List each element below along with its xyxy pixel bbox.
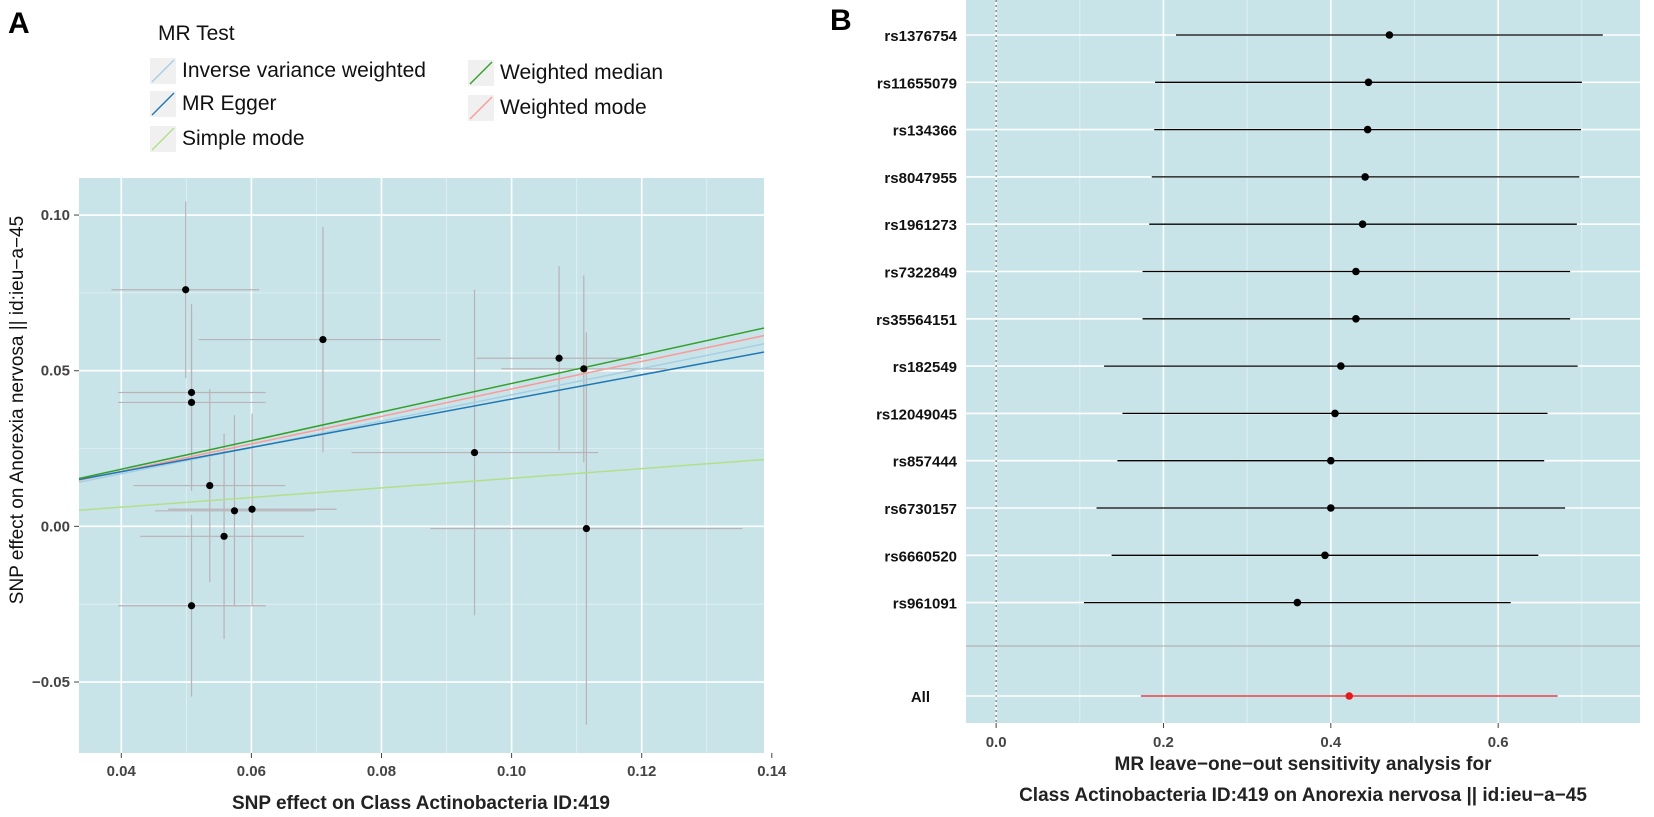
snp-point <box>220 532 228 540</box>
snp-point <box>319 335 327 344</box>
scatter-gridlines <box>79 178 764 753</box>
y-tick-label: 0.00 <box>41 518 70 535</box>
legend-label: Weighted mode <box>500 96 647 119</box>
snp-label: rs6660520 <box>884 548 957 565</box>
x-tick-label: 0.6 <box>1488 734 1509 751</box>
panel-b: B rs1376754rs11655079rs134366rs8047955rs… <box>830 0 1640 806</box>
estimate-point <box>1331 409 1339 418</box>
snp-point <box>187 388 196 397</box>
snp-label: rs6730157 <box>884 501 957 518</box>
y-tick-label: −0.05 <box>32 674 70 691</box>
x-tick-label: 0.0 <box>986 734 1007 751</box>
snp-point <box>555 354 563 362</box>
x-axis-ticks: 0.04 0.06 0.08 0.10 0.12 0.14 <box>107 753 787 780</box>
legend-label: Inverse variance weighted <box>182 59 426 82</box>
snp-label: rs12049045 <box>876 406 957 423</box>
snp-point <box>182 286 190 294</box>
snp-label: rs134366 <box>893 123 957 140</box>
legend-label: Weighted median <box>500 61 663 84</box>
panel-a-letter: A <box>8 7 30 40</box>
regression-line <box>78 327 765 480</box>
snp-point <box>206 481 214 490</box>
forest-plot-area <box>966 0 1640 723</box>
snp-point <box>230 507 239 515</box>
estimate-point <box>1293 598 1302 607</box>
snp-label: rs35564151 <box>876 312 957 329</box>
estimate-point <box>1327 504 1335 512</box>
estimate-point <box>1327 456 1335 465</box>
snp-point <box>470 448 479 457</box>
overall-label: All <box>911 689 930 706</box>
regression-line <box>78 334 765 482</box>
estimate-point <box>1352 267 1360 276</box>
legend-key-line <box>151 59 175 83</box>
legend-label: Simple mode <box>182 127 305 150</box>
snp-point <box>580 365 588 373</box>
estimate-point <box>1385 31 1394 39</box>
snp-label: rs11655079 <box>877 75 957 92</box>
x-tick-label: 0.2 <box>1153 734 1174 751</box>
scatter-points <box>182 286 591 610</box>
scatter-plot-area <box>79 178 764 753</box>
forest-x-axis-ticks: 0.0 0.2 0.4 0.6 <box>986 723 1509 751</box>
legend-title: MR Test <box>158 22 235 45</box>
x-tick-label: 0.06 <box>237 763 266 780</box>
snp-label: rs857444 <box>893 454 958 471</box>
snp-labels: rs1376754 rs11655079 rs134366 rs8047955 rs19… <box>876 28 958 706</box>
x-tick-label: 0.10 <box>497 763 526 780</box>
estimate-point <box>1321 551 1329 560</box>
x-tick-label: 0.12 <box>627 763 656 780</box>
overall-estimate-point <box>1345 692 1354 700</box>
snp-label: rs1376754 <box>884 28 957 45</box>
estimate-point <box>1358 220 1367 228</box>
snp-label: rs7322849 <box>884 265 957 282</box>
legend: MR Test Inverse variance weighted MR Egge… <box>150 22 663 152</box>
snp-label: rs961091 <box>893 596 957 613</box>
x-axis-title: SNP effect on Class Actinobacteria ID:41… <box>232 793 610 814</box>
x-tick-label: 0.4 <box>1320 734 1342 751</box>
x-tick-label: 0.08 <box>367 763 396 780</box>
snp-label: rs8047955 <box>884 170 957 187</box>
regression-line <box>78 351 765 481</box>
forest-axis-title-line1: MR leave−one−out sensitivity analysis fo… <box>1115 754 1493 775</box>
snp-point <box>187 398 196 407</box>
mr-regression-lines <box>78 327 765 511</box>
y-axis-title: SNP effect on Anorexia nervosa || id:ieu… <box>7 216 28 604</box>
legend-key-line <box>151 127 175 151</box>
panel-a: A MR Test Inverse variance weighted MR Eg… <box>7 7 787 814</box>
legend-key-line <box>469 61 493 85</box>
snp-point <box>582 524 591 533</box>
legend-key-line <box>151 92 175 116</box>
legend-key-line <box>469 96 493 120</box>
estimate-point <box>1352 315 1360 323</box>
snp-point <box>248 505 256 513</box>
regression-line <box>78 343 765 484</box>
panel-b-letter: B <box>830 4 852 37</box>
estimate-point <box>1364 78 1373 87</box>
y-tick-label: 0.10 <box>41 207 70 224</box>
snp-label: rs1961273 <box>884 217 957 234</box>
legend-label: MR Egger <box>182 92 277 115</box>
regression-line <box>78 458 765 511</box>
x-tick-label: 0.14 <box>757 763 787 780</box>
x-tick-label: 0.04 <box>107 763 137 780</box>
estimate-point <box>1363 125 1372 134</box>
y-axis-ticks: 0.10 0.05 0.00 −0.05 <box>32 207 79 691</box>
estimate-point <box>1337 362 1345 370</box>
forest-axis-title-line2: Class Actinobacteria ID:419 on Anorexia … <box>1019 785 1587 806</box>
snp-point <box>187 602 196 610</box>
estimate-point <box>1361 173 1369 181</box>
leave-one-out-rows <box>1083 31 1603 700</box>
snp-label: rs182549 <box>893 359 957 376</box>
y-tick-label: 0.05 <box>41 363 70 380</box>
